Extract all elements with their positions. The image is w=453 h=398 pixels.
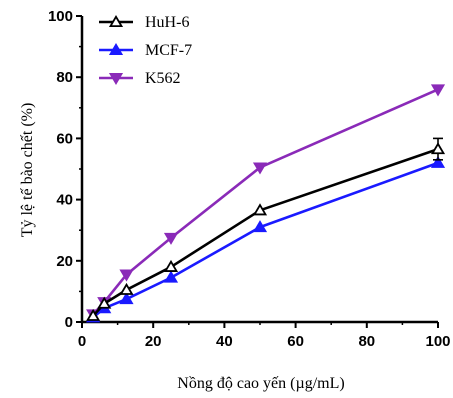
x-tick-label: 60 [287, 333, 304, 350]
axes [76, 15, 439, 328]
x-tick-label: 80 [358, 333, 375, 350]
data-point [97, 296, 112, 309]
y-tick-label: 100 [48, 8, 73, 25]
series-layer [86, 84, 446, 323]
data-point [252, 203, 268, 216]
data-point [163, 259, 179, 272]
data-point [252, 162, 268, 175]
legend-marker [108, 42, 124, 56]
data-point [163, 232, 179, 245]
legend-item-k562: K562 [99, 70, 181, 87]
legend-label: HuH-6 [145, 14, 189, 31]
x-axis-label: Nồng độ cao yến (µg/mL) [177, 375, 344, 392]
y-tick-label: 0 [65, 314, 73, 331]
y-tick-label: 20 [56, 253, 73, 270]
data-point [430, 142, 446, 155]
legend-marker [108, 14, 124, 28]
data-point [119, 292, 134, 305]
series-k562 [86, 84, 446, 322]
tick-labels: 0 20 40 60 80 100 0 20 40 60 80 100 [48, 8, 451, 350]
series-mcf-7 [86, 155, 446, 323]
data-point [119, 269, 134, 282]
data-point [430, 84, 446, 97]
y-axis-label: Tỷ lệ tế bào chết (%) [19, 103, 36, 238]
series-line [92, 161, 439, 319]
data-point [430, 155, 446, 168]
data-point [86, 308, 101, 321]
series-huh-6 [86, 137, 446, 321]
x-tick-label: 100 [425, 333, 450, 350]
x-tick-label: 20 [145, 333, 162, 350]
y-tick-label: 80 [56, 69, 73, 86]
x-tick-label: 0 [78, 333, 86, 350]
legend: HuH-6 MCF-7 K562 [99, 14, 192, 87]
y-tick-label: 60 [56, 130, 73, 147]
legend-label: MCF-7 [145, 42, 192, 59]
legend-item-huh-6: HuH-6 [99, 14, 189, 31]
data-point [119, 282, 134, 295]
legend-marker [108, 72, 124, 86]
y-tick-label: 40 [56, 192, 73, 209]
legend-item-mcf-7: MCF-7 [99, 42, 192, 59]
data-point [252, 220, 268, 233]
legend-label: K562 [145, 70, 181, 87]
x-tick-label: 40 [216, 333, 233, 350]
data-point [163, 270, 179, 283]
